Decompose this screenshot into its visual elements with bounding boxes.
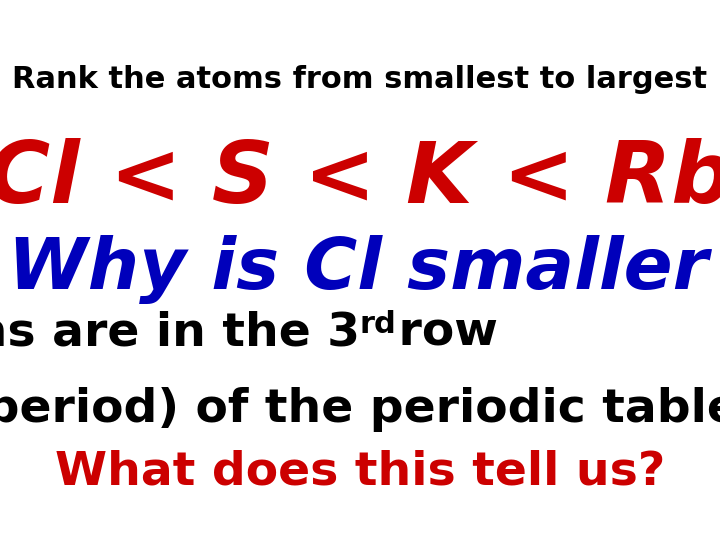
Text: rd: rd — [360, 310, 397, 339]
Text: Cl < S < K < Rb: Cl < S < K < Rb — [0, 138, 720, 221]
Text: Both atoms are in the 3: Both atoms are in the 3 — [0, 310, 360, 355]
Text: What does this tell us?: What does this tell us? — [55, 449, 665, 495]
Text: (period) of the periodic table.: (period) of the periodic table. — [0, 388, 720, 433]
Text: Rank the atoms from smallest to largest: Rank the atoms from smallest to largest — [12, 65, 707, 94]
Text: row: row — [382, 310, 498, 355]
Text: Why is Cl smaller than S?: Why is Cl smaller than S? — [8, 235, 720, 305]
